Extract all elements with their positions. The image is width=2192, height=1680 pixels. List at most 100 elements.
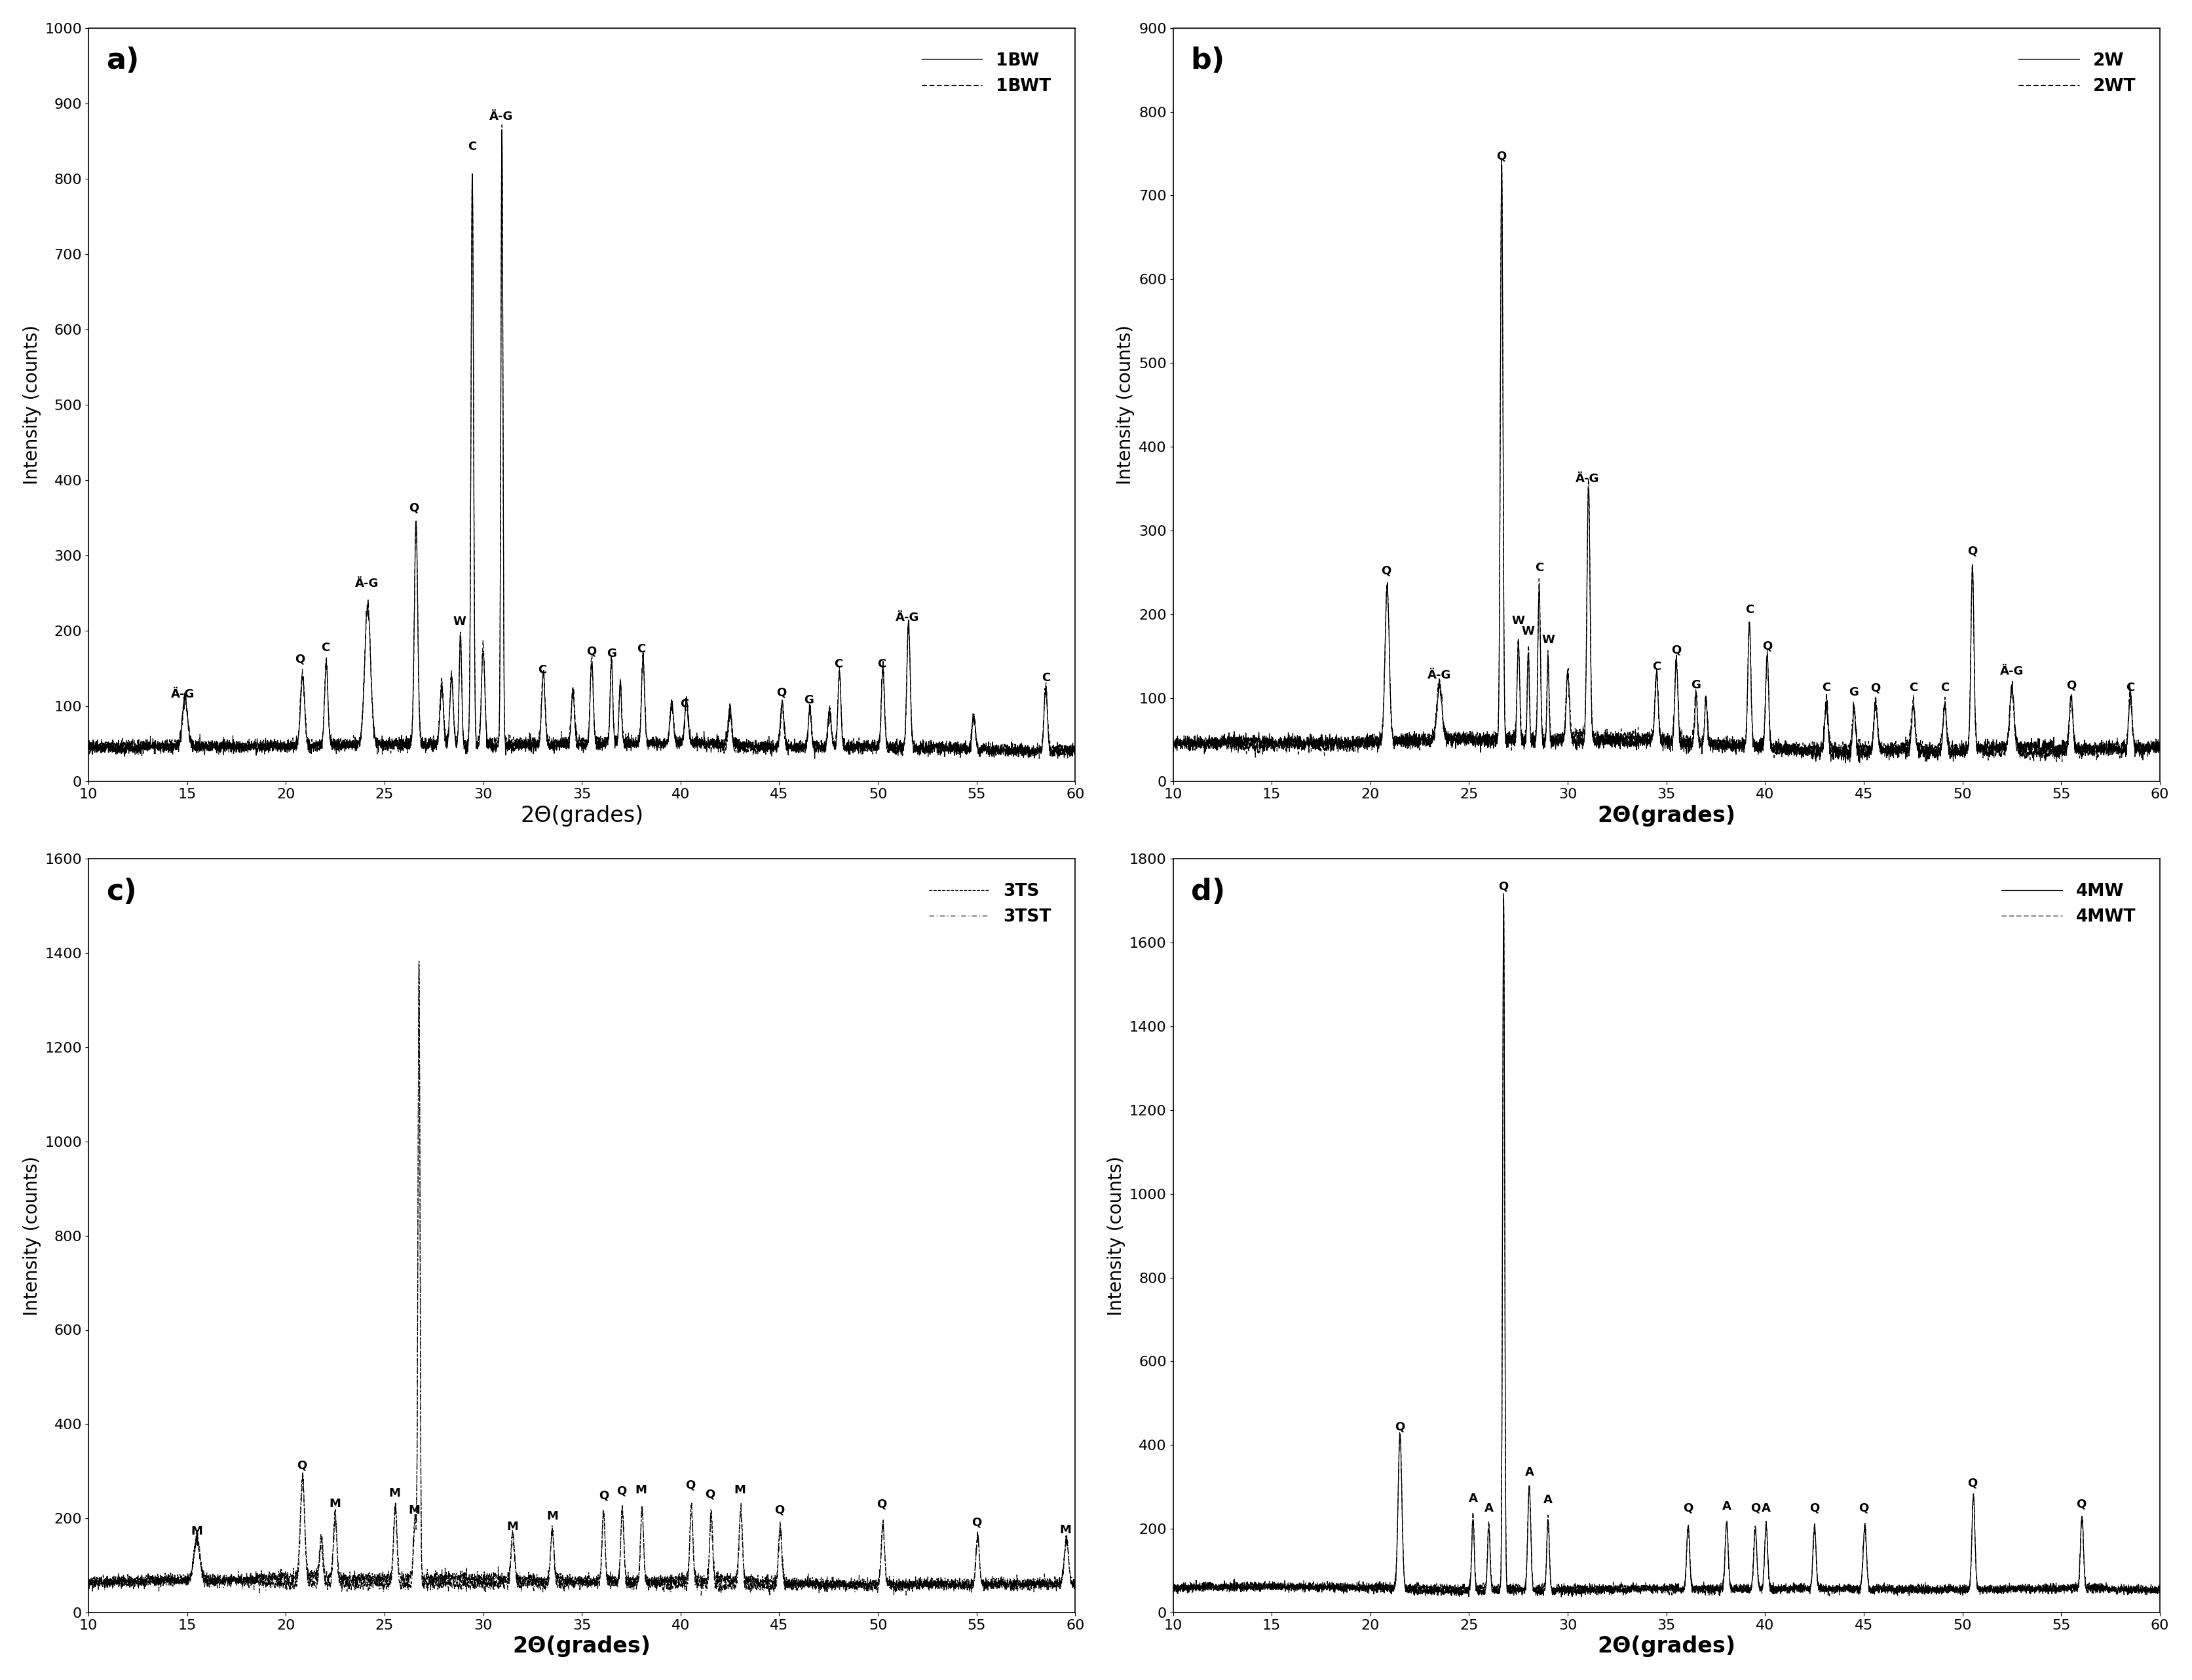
Text: Ä-G: Ä-G [1999, 665, 2023, 677]
Text: A: A [1543, 1494, 1552, 1505]
Y-axis label: Intensity (counts): Intensity (counts) [1107, 1156, 1127, 1315]
Text: C: C [680, 699, 688, 711]
3TST [406, 954, 432, 974]
1BW [489, 119, 515, 139]
3TS [888, 1572, 914, 1593]
Text: C: C [1653, 660, 1662, 672]
2WT [2146, 739, 2172, 759]
Text: M: M [1059, 1524, 1072, 1536]
Text: Q: Q [1497, 150, 1506, 161]
2W [1339, 731, 1366, 751]
1BWT [254, 729, 281, 749]
Text: C: C [467, 141, 476, 153]
3TST [254, 1572, 281, 1593]
1BWT [666, 736, 693, 756]
Text: Ä-G: Ä-G [897, 612, 918, 623]
2W [1833, 753, 1859, 773]
Text: Q: Q [2067, 679, 2076, 690]
X-axis label: 2Θ(grades): 2Θ(grades) [1598, 805, 1736, 827]
3TS [811, 1578, 837, 1598]
2WT [2050, 751, 2076, 771]
3TST [811, 1578, 837, 1598]
Text: A: A [1484, 1502, 1493, 1514]
Text: Q: Q [774, 1504, 785, 1515]
Text: Q: Q [706, 1488, 715, 1500]
4MW [1751, 1525, 1778, 1546]
Text: Q: Q [877, 1499, 888, 1510]
Legend: 3TS, 3TST: 3TS, 3TST [923, 877, 1059, 932]
2WT [1339, 726, 1366, 746]
Line: 3TS: 3TS [88, 961, 1076, 1593]
Text: Q: Q [1394, 1421, 1405, 1433]
Text: M: M [388, 1488, 401, 1500]
3TST [881, 1586, 907, 1606]
4MWT [1971, 1581, 1997, 1601]
Text: A: A [1469, 1494, 1477, 1505]
Text: Q: Q [686, 1478, 695, 1492]
Text: C: C [1745, 605, 1754, 617]
3TS [406, 951, 432, 971]
Text: W: W [454, 615, 467, 627]
Y-axis label: Intensity (counts): Intensity (counts) [1116, 324, 1135, 486]
3TST [888, 1578, 914, 1598]
2WT [1488, 148, 1515, 168]
2WT [1802, 741, 1828, 761]
Text: W: W [1541, 633, 1554, 647]
Text: W: W [1512, 615, 1526, 627]
Text: Q: Q [587, 645, 596, 657]
3TST [666, 1576, 693, 1596]
4MWT [1339, 1578, 1366, 1598]
1BW [666, 732, 693, 753]
Line: 4MWT: 4MWT [1173, 894, 2159, 1596]
Text: d): d) [1190, 877, 1225, 906]
2W [2146, 734, 2172, 754]
4MW [1160, 1581, 1186, 1601]
2W [1802, 749, 1828, 769]
Text: Q: Q [1499, 880, 1508, 892]
3TST [452, 1569, 478, 1589]
Line: 2WT: 2WT [1173, 158, 2159, 761]
Y-axis label: Intensity (counts): Intensity (counts) [22, 324, 42, 486]
1BWT [888, 739, 914, 759]
Text: M: M [546, 1510, 559, 1522]
1BW [75, 732, 101, 753]
Text: Q: Q [1683, 1502, 1692, 1514]
2W [1160, 729, 1186, 749]
Text: Q: Q [776, 687, 787, 699]
4MWT [2146, 1578, 2172, 1598]
Text: Q: Q [971, 1517, 982, 1529]
X-axis label: 2Θ(grades): 2Θ(grades) [520, 805, 644, 827]
3TS [807, 1583, 833, 1603]
Text: b): b) [1190, 47, 1225, 76]
3TST [717, 1572, 743, 1593]
Text: Q: Q [1762, 640, 1771, 652]
Text: C: C [1909, 682, 1918, 694]
Text: A: A [1762, 1502, 1771, 1514]
1BW [888, 739, 914, 759]
Text: C: C [537, 664, 546, 675]
Text: A: A [1723, 1500, 1732, 1512]
Text: Q: Q [616, 1485, 627, 1497]
2W [1896, 741, 1922, 761]
Text: C: C [1041, 672, 1050, 684]
4MWT [1160, 1579, 1186, 1599]
Text: M: M [636, 1483, 647, 1495]
Text: Q: Q [1968, 1477, 1977, 1488]
Text: C: C [636, 643, 644, 655]
Text: C: C [835, 659, 842, 670]
4MW [1491, 887, 1517, 907]
1BW [254, 732, 281, 753]
1BW [717, 701, 743, 721]
1BWT [811, 734, 837, 754]
Text: M: M [734, 1483, 745, 1495]
Line: 1BW: 1BW [88, 129, 1076, 759]
4MWT [1817, 1586, 1843, 1606]
Text: M: M [506, 1520, 520, 1532]
Text: Ä-G: Ä-G [1427, 669, 1451, 680]
4MW [1548, 1588, 1574, 1608]
1BW [802, 749, 829, 769]
Text: c): c) [105, 877, 136, 906]
4MWT [1537, 1564, 1563, 1584]
2WT [1537, 716, 1563, 736]
1BWT [1063, 732, 1089, 753]
